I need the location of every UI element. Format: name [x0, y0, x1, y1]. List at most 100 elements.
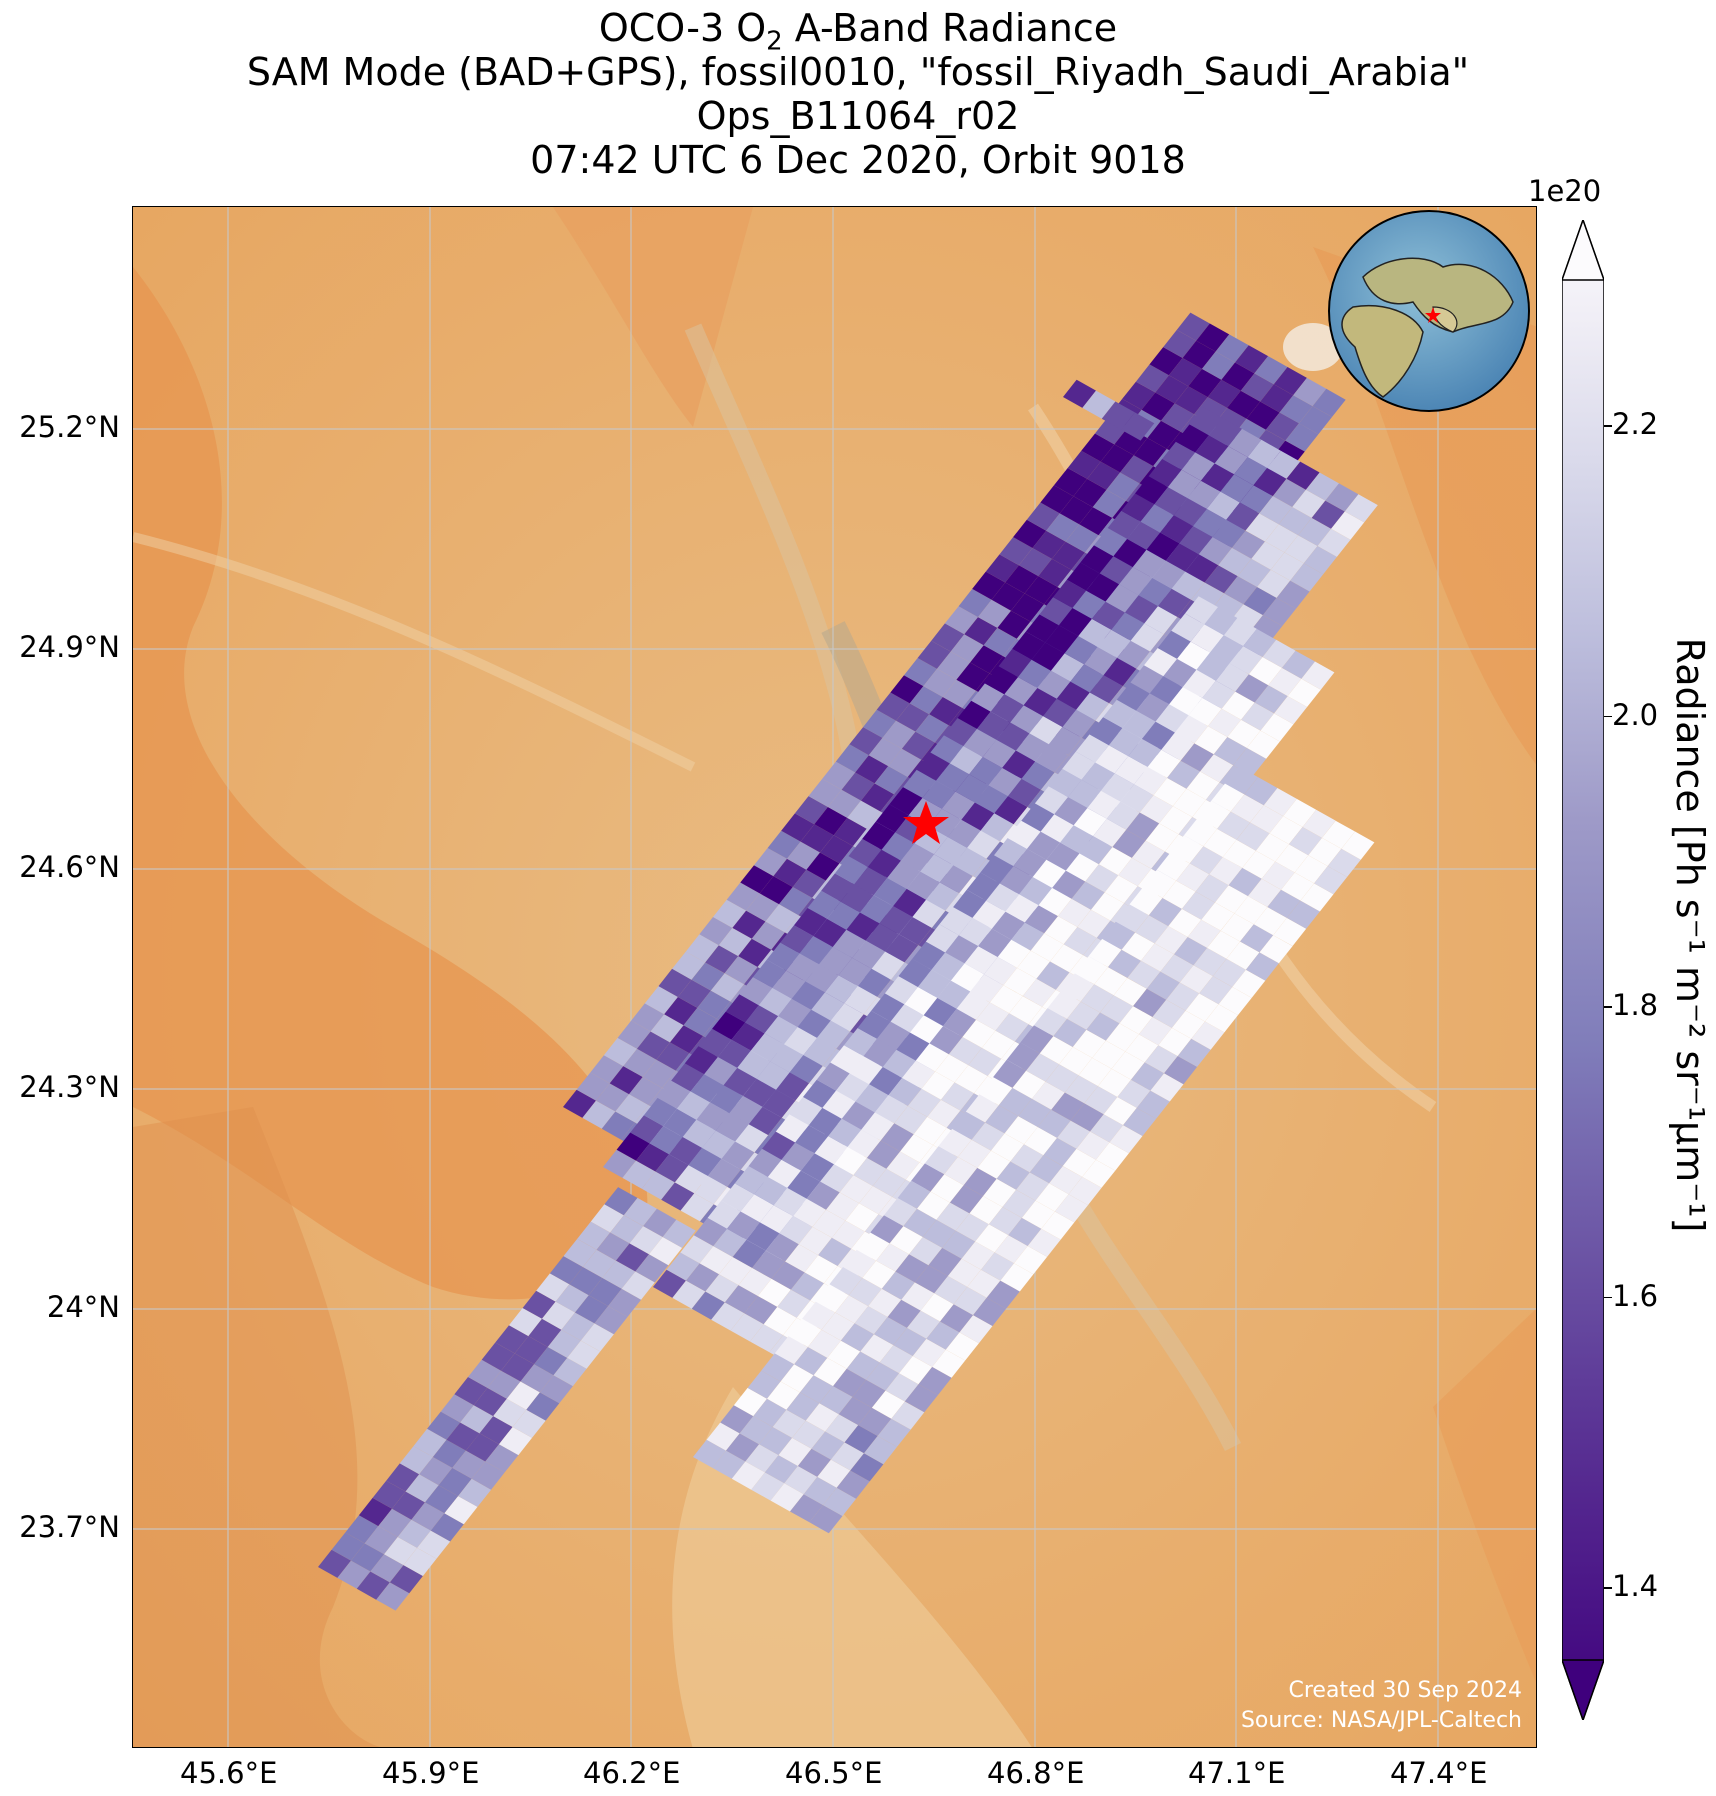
radiance-cell [885, 934, 919, 963]
radiance-cell [1037, 1109, 1071, 1138]
radiance-cell [711, 1302, 745, 1331]
radiance-cell [649, 1237, 683, 1266]
radiance-cell [889, 1226, 923, 1255]
radiance-cell [337, 1560, 371, 1589]
radiance-cell [772, 1409, 806, 1438]
radiance-cell [874, 766, 908, 795]
radiance-cell [967, 1269, 1001, 1298]
radiance-cell [1172, 788, 1206, 817]
radiance-cell [1193, 947, 1227, 977]
radiance-cell [961, 802, 995, 831]
radiance-cell [937, 651, 971, 680]
radiance-cell [1302, 809, 1336, 838]
radiance-cell [994, 1235, 1028, 1264]
radiance-cell [1139, 795, 1173, 824]
radiance-cell [1010, 1144, 1044, 1173]
radiance-cell [1248, 657, 1282, 686]
lon-tick-46-8: 46.8°E [987, 1756, 1085, 1790]
radiance-cell [893, 1327, 927, 1356]
radiance-cell [939, 907, 973, 936]
radiance-cell [1157, 630, 1191, 659]
radiance-cell [662, 1219, 696, 1248]
radiance-cell [1065, 524, 1099, 553]
radiance-cell [1059, 1047, 1093, 1076]
radiance-cell [838, 1396, 872, 1426]
radiance-cell [1093, 818, 1127, 847]
radiance-cell [1018, 548, 1052, 577]
radiance-cell [1155, 704, 1189, 733]
radiance-cell [691, 962, 725, 991]
radiance-cell [850, 1453, 884, 1482]
title-line-3: Ops_B11064_r02 [696, 94, 1020, 138]
radiance-cell [994, 838, 1027, 867]
radiance-cell [1188, 697, 1222, 727]
radiance-cell [731, 1461, 765, 1490]
radiance-cell [1246, 730, 1280, 759]
radiance-cell [1226, 941, 1260, 970]
radiance-cell [688, 1147, 722, 1176]
radiance-cell [861, 783, 894, 812]
radiance-cell [828, 1118, 862, 1147]
radiance-cell [760, 1205, 794, 1234]
lon-tick-45-6: 45.6°E [180, 1756, 278, 1790]
radiance-cell [623, 1048, 657, 1077]
radiance-cell [1075, 734, 1109, 763]
radiance-cell [1308, 837, 1342, 867]
radiance-cell [1341, 831, 1375, 860]
radiance-cell [822, 1090, 856, 1119]
radiance-cell [1017, 950, 1051, 979]
radiance-cell [1202, 351, 1235, 380]
radiance-cell [889, 787, 923, 816]
radiance-cell [767, 1381, 800, 1410]
radiance-cell [1084, 1086, 1118, 1115]
radiance-cell [615, 1094, 649, 1123]
radiance-cell [1245, 952, 1279, 981]
colorbar-tick-mark [1604, 1587, 1612, 1589]
radiance-cell [1163, 329, 1197, 358]
radiance-cell [1117, 1079, 1151, 1108]
radiance-cell [650, 1014, 684, 1043]
radiance-cell [765, 1233, 799, 1262]
radiance-cell [1165, 543, 1199, 572]
radiance-cell [460, 1405, 494, 1434]
radiance-cell [1008, 778, 1041, 807]
radiance-cell [907, 1310, 941, 1339]
radiance-cell [1119, 1006, 1153, 1035]
radiance-cell [567, 1340, 601, 1369]
map-panel[interactable]: Created 30 Sep 2024 Source: NASA/JPL-Cal… [132, 206, 1537, 1748]
radiance-cell [1054, 468, 1088, 497]
radiance-cell [947, 1258, 981, 1287]
radiance-cell [993, 1059, 1027, 1088]
radiance-cell [975, 1224, 1009, 1253]
radiance-cell [1208, 708, 1242, 737]
radiance-cell [603, 1037, 637, 1067]
radiance-cell [833, 817, 867, 847]
radiance-cell [969, 1196, 1003, 1225]
radiance-cell [1072, 1029, 1106, 1058]
radiance-cell [781, 813, 815, 842]
radiance-cell [834, 1147, 867, 1176]
radiance-cell [1071, 881, 1105, 910]
radiance-cell [903, 769, 937, 798]
radiance-cell [745, 1444, 779, 1473]
radiance-cell [752, 1250, 786, 1279]
radiance-cell [877, 1418, 911, 1447]
radiance-cell [922, 1219, 956, 1248]
radiance-cell [1136, 1090, 1170, 1119]
radiance-cell [1085, 864, 1119, 893]
radiance-cell [1018, 659, 1051, 688]
radiance-cell [1048, 768, 1082, 798]
radiance-cell [1061, 973, 1095, 1002]
radiance-cell [1091, 601, 1125, 630]
radiance-cell [917, 969, 951, 998]
radiance-cell [1225, 766, 1258, 795]
radiance-cell [458, 1478, 492, 1507]
radiance-cell [862, 821, 896, 850]
radiance-cell [950, 1185, 984, 1214]
radiance-cell [898, 958, 932, 987]
radiance-cell [1290, 563, 1324, 592]
radiance-cell [879, 1345, 913, 1374]
radiance-cell [473, 1387, 507, 1417]
radiance-cell [712, 1450, 746, 1479]
radiance-cell [1197, 800, 1231, 829]
